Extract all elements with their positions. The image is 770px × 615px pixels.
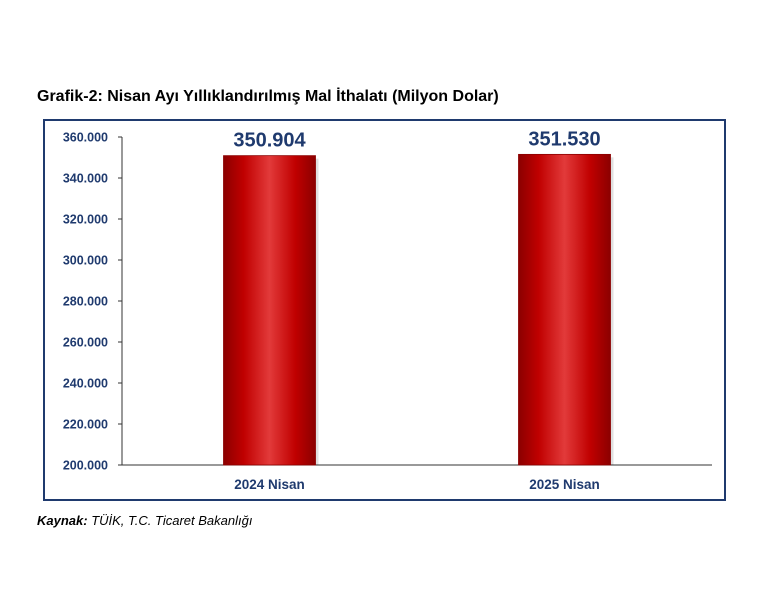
data-label: 351.530 bbox=[528, 128, 600, 150]
chart-frame: 200.000 220.000 240.000 260.000 280.000 300.0… bbox=[43, 119, 726, 501]
source-label: Kaynak: bbox=[37, 513, 88, 528]
bar-chart: 200.000 220.000 240.000 260.000 280.000 300.0… bbox=[63, 128, 712, 492]
bar-1 bbox=[223, 155, 316, 466]
y-tick-label: 340.000 bbox=[63, 172, 108, 186]
y-tick-label: 220.000 bbox=[63, 418, 108, 432]
y-tick-label: 200.000 bbox=[63, 459, 108, 473]
y-tick-label: 240.000 bbox=[63, 377, 108, 391]
source-note: Kaynak: TÜİK, T.C. Ticaret Bakanlığı bbox=[37, 513, 252, 528]
y-tick-label: 260.000 bbox=[63, 336, 108, 350]
y-tick-label: 280.000 bbox=[63, 295, 108, 309]
y-tick-label: 300.000 bbox=[63, 254, 108, 268]
x-category-label: 2024 Nisan bbox=[234, 477, 305, 492]
chart-title: Grafik-2: Nisan Ayı Yıllıklandırılmış Ma… bbox=[37, 88, 499, 105]
y-tick-label: 320.000 bbox=[63, 213, 108, 227]
y-tick-label: 360.000 bbox=[63, 131, 108, 145]
source-text: TÜİK, T.C. Ticaret Bakanlığı bbox=[87, 513, 253, 528]
data-label: 350.904 bbox=[233, 130, 306, 152]
x-category-label: 2025 Nisan bbox=[529, 477, 600, 492]
bar-2 bbox=[518, 153, 611, 466]
